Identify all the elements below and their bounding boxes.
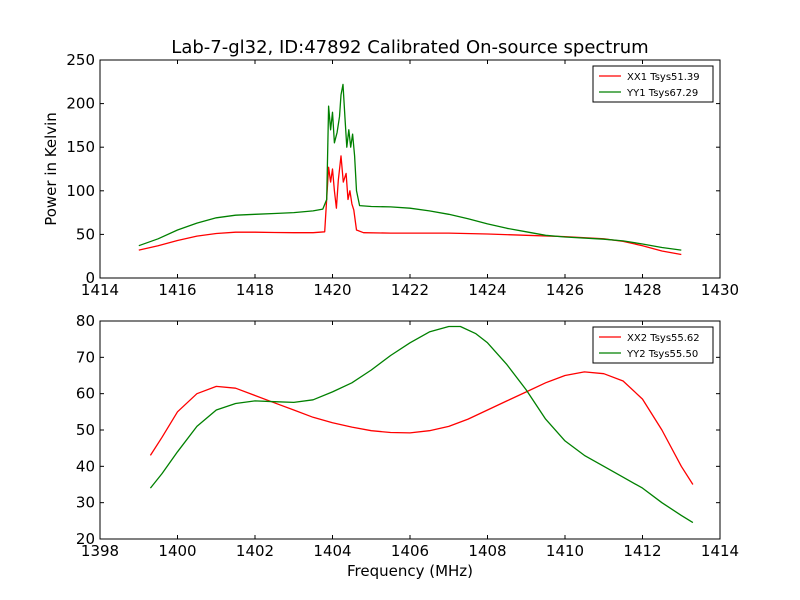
x-tick-label: 1418 bbox=[236, 281, 274, 299]
y-tick-label: 20 bbox=[76, 530, 95, 548]
legend-label-1: XX1 Tsys51.39 bbox=[627, 72, 700, 83]
legend-label-2: YY1 Tsys67.29 bbox=[626, 88, 698, 99]
y-tick-label: 60 bbox=[76, 385, 95, 403]
x-axis-label: Frequency (MHz) bbox=[347, 562, 473, 580]
legend-label-1: XX2 Tsys55.62 bbox=[627, 333, 700, 344]
series-line-2 bbox=[149, 325, 694, 524]
x-tick-label: 1408 bbox=[468, 542, 506, 560]
y-tick-label: 70 bbox=[76, 348, 95, 366]
x-tick-label: 1414 bbox=[81, 281, 119, 299]
x-tick-label: 1402 bbox=[236, 542, 274, 560]
x-tick-label: 1424 bbox=[468, 281, 506, 299]
y-tick-label: 100 bbox=[66, 182, 95, 200]
x-tick-label: 1426 bbox=[546, 281, 584, 299]
bottom-spectrum-panel: 1398 1400 1402 1404 1406 1408 1410 1412 1414 20 30… bbox=[76, 312, 739, 560]
chart-title: Lab-7-gl32, ID:47892 Calibrated On-sourc… bbox=[171, 37, 648, 58]
series-line-1 bbox=[138, 155, 682, 256]
y-tick-label: 50 bbox=[76, 225, 95, 243]
series-line-2 bbox=[138, 83, 682, 251]
y-tick-label: 50 bbox=[76, 421, 95, 439]
x-tick-label: 1406 bbox=[391, 542, 429, 560]
series-line-1 bbox=[149, 371, 694, 485]
x-tick-label: 1404 bbox=[313, 542, 351, 560]
x-tick-label: 1422 bbox=[391, 281, 429, 299]
x-tick-label: 1420 bbox=[313, 281, 351, 299]
y-tick-label: 150 bbox=[66, 138, 95, 156]
legend: XX2 Tsys55.62 YY2 Tsys55.50 bbox=[592, 326, 714, 364]
y-tick-label: 250 bbox=[66, 51, 95, 69]
y-tick-label: 40 bbox=[76, 457, 95, 475]
x-tick-label: 1430 bbox=[701, 281, 739, 299]
legend: XX1 Tsys51.39 YY1 Tsys67.29 bbox=[592, 65, 714, 103]
legend-box bbox=[592, 65, 714, 103]
x-tick-label: 1400 bbox=[158, 542, 196, 560]
x-tick-label: 1410 bbox=[546, 542, 584, 560]
top-spectrum-panel: 1414 1416 1418 1420 1422 1424 1426 1428 1430 0 50 1… bbox=[66, 51, 739, 299]
y-tick-label: 200 bbox=[66, 95, 95, 113]
y-tick-label: 30 bbox=[76, 494, 95, 512]
x-tick-label: 1398 bbox=[81, 542, 119, 560]
x-tick-label: 1414 bbox=[701, 542, 739, 560]
x-tick-label: 1428 bbox=[623, 281, 661, 299]
legend-box bbox=[592, 326, 714, 364]
y-tick-label: 80 bbox=[76, 312, 95, 330]
x-tick-label: 1412 bbox=[623, 542, 661, 560]
y-tick-label: 0 bbox=[85, 269, 95, 287]
y-axis-label: Power in Kelvin bbox=[42, 112, 60, 226]
legend-label-2: YY2 Tsys55.50 bbox=[626, 349, 698, 360]
x-tick-label: 1416 bbox=[158, 281, 196, 299]
